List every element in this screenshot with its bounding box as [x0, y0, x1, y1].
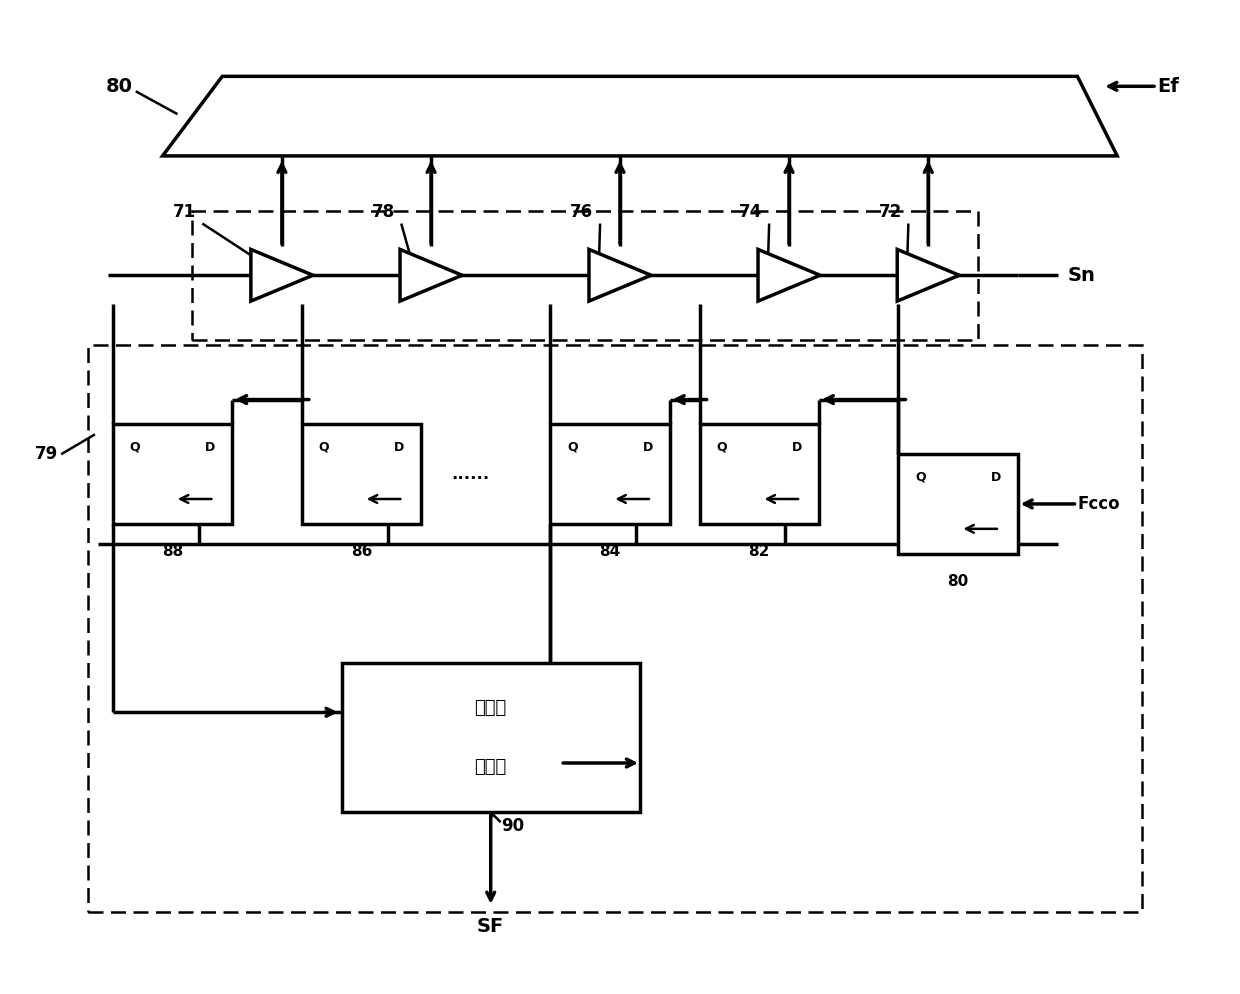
Text: D: D — [642, 440, 653, 454]
Text: 80: 80 — [105, 77, 133, 95]
Polygon shape — [758, 249, 820, 301]
Text: 82: 82 — [749, 544, 770, 559]
Text: SF: SF — [477, 916, 505, 935]
Text: 78: 78 — [372, 203, 394, 221]
Text: Q: Q — [915, 470, 925, 484]
Polygon shape — [898, 249, 960, 301]
Text: D: D — [205, 440, 216, 454]
Text: 80: 80 — [947, 574, 968, 588]
Text: 84: 84 — [599, 544, 621, 559]
Bar — [88, 345, 1142, 911]
Bar — [699, 424, 818, 524]
Text: 79: 79 — [35, 445, 58, 463]
Text: 86: 86 — [351, 544, 372, 559]
Text: 72: 72 — [879, 203, 901, 221]
Text: 编码器: 编码器 — [475, 758, 507, 776]
Bar — [192, 211, 978, 340]
Text: Sn: Sn — [1068, 265, 1095, 284]
Text: 88: 88 — [162, 544, 184, 559]
Polygon shape — [401, 249, 463, 301]
Bar — [113, 424, 232, 524]
Text: ......: ...... — [451, 465, 490, 483]
Polygon shape — [162, 77, 1117, 156]
Text: 76: 76 — [570, 203, 594, 221]
Text: ......: ...... — [500, 263, 541, 281]
Bar — [341, 663, 640, 812]
Bar — [899, 454, 1018, 554]
Bar — [301, 424, 422, 524]
Polygon shape — [589, 249, 651, 301]
Polygon shape — [250, 249, 312, 301]
Text: D: D — [991, 470, 1001, 484]
Text: Ef: Ef — [1157, 77, 1179, 95]
Bar — [551, 424, 670, 524]
Text: D: D — [394, 440, 404, 454]
Text: 74: 74 — [739, 203, 763, 221]
Text: Fcco: Fcco — [1078, 495, 1120, 513]
Text: Q: Q — [129, 440, 140, 454]
Text: 71: 71 — [172, 203, 196, 221]
Text: Q: Q — [567, 440, 578, 454]
Text: Q: Q — [319, 440, 329, 454]
Text: D: D — [792, 440, 802, 454]
Text: 90: 90 — [501, 817, 523, 835]
Text: Q: Q — [717, 440, 727, 454]
Text: 二进制: 二进制 — [475, 699, 507, 717]
